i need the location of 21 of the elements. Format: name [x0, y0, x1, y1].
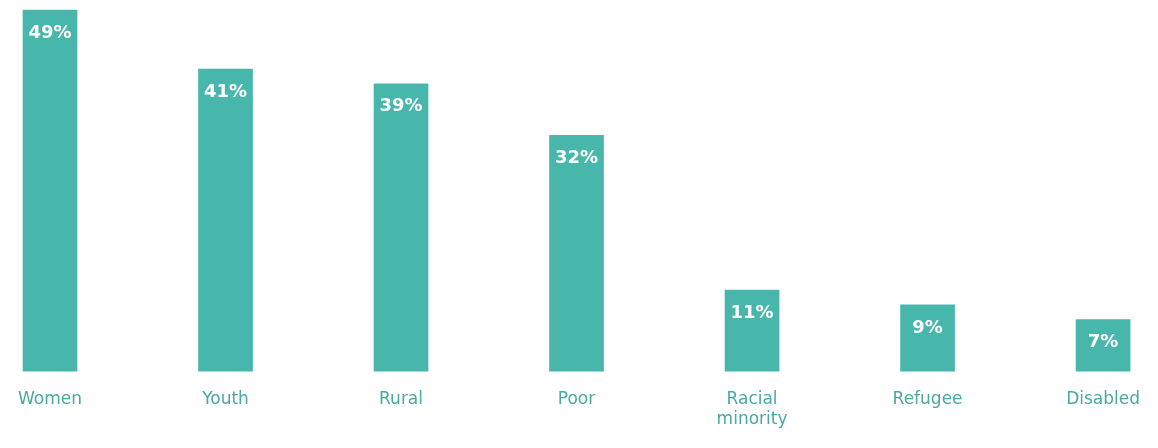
x-tick-label: Rural: [379, 387, 423, 408]
data-label: 32%: [554, 145, 599, 167]
bar: [22, 9, 78, 372]
data-label: 41%: [203, 79, 248, 101]
data-label: 7%: [1087, 330, 1119, 352]
bar: [198, 68, 253, 372]
x-tick-label: Women: [18, 387, 83, 408]
data-label: 39%: [379, 94, 423, 116]
bar: [900, 304, 955, 372]
x-tick-label: Racial minority: [716, 387, 788, 429]
data-label: 9%: [912, 315, 943, 337]
bar: [373, 83, 429, 372]
x-tick-label: Disabled: [1066, 387, 1140, 408]
x-tick-label: Poor: [557, 387, 596, 408]
data-label: 49%: [28, 20, 72, 42]
x-tick-label: Refugee: [892, 387, 963, 408]
data-label: 11%: [730, 300, 774, 322]
bar: [549, 134, 604, 372]
x-tick-label: Youth: [201, 387, 249, 408]
bar: [724, 289, 780, 372]
bar: [1075, 319, 1131, 372]
